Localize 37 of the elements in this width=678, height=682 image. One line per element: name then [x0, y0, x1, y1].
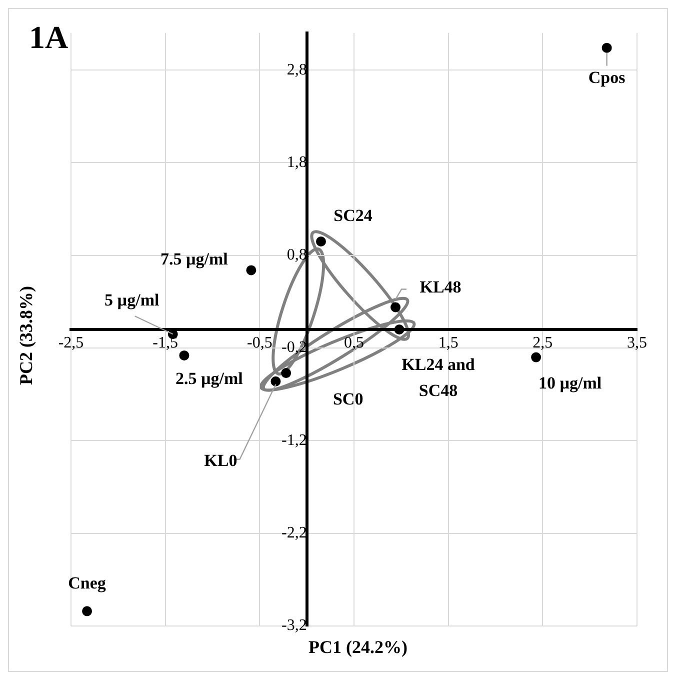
x-axis-title: PC1 (24.2%) — [308, 637, 408, 658]
point — [316, 236, 326, 246]
point — [246, 265, 256, 276]
x-tick-label: 2,5 — [532, 334, 553, 352]
annotation: 10 µg/ml — [538, 374, 602, 393]
point — [602, 42, 612, 53]
y-tick-label: 2,8 — [286, 61, 307, 78]
annotation: KL24 and SC48 — [402, 354, 476, 400]
point — [281, 368, 292, 378]
x-tick-label: 0,5 — [344, 334, 364, 352]
y-axis-title: PC2 (33.8%) — [16, 286, 37, 384]
y-tick-label: 1,8 — [286, 154, 307, 171]
annotation: 7.5 µg/ml — [160, 250, 228, 269]
point — [179, 350, 190, 360]
annotation: Cpos — [588, 68, 626, 88]
chart-title: 1A — [29, 19, 68, 56]
point — [82, 606, 92, 616]
annotation: SC24 — [334, 206, 373, 225]
point — [270, 376, 281, 386]
x-tick-label: 3,5 — [627, 334, 647, 352]
annotation: KL48 — [420, 278, 462, 297]
point — [390, 302, 401, 312]
x-tick-label: -0,5 — [247, 334, 272, 352]
point — [394, 324, 404, 334]
y-tick-label: -3,2 — [282, 617, 307, 634]
annotation: 5 µg/ml — [104, 290, 160, 310]
annotation: SC0 — [332, 389, 364, 408]
y-tick-label: -2,2 — [282, 524, 307, 542]
x-tick-label: -2,5 — [58, 334, 84, 352]
annotation: 2.5 µg/ml — [175, 368, 244, 388]
x-tick-label: 1,5 — [438, 334, 458, 352]
annotation: KL0 — [204, 450, 238, 470]
y-tick-label: -1,2 — [282, 432, 307, 449]
y-tick-label: 0,8 — [286, 246, 307, 264]
y-tick-label: -0,2 — [282, 339, 307, 356]
annotation: Cneg — [68, 574, 106, 593]
point — [531, 352, 542, 362]
